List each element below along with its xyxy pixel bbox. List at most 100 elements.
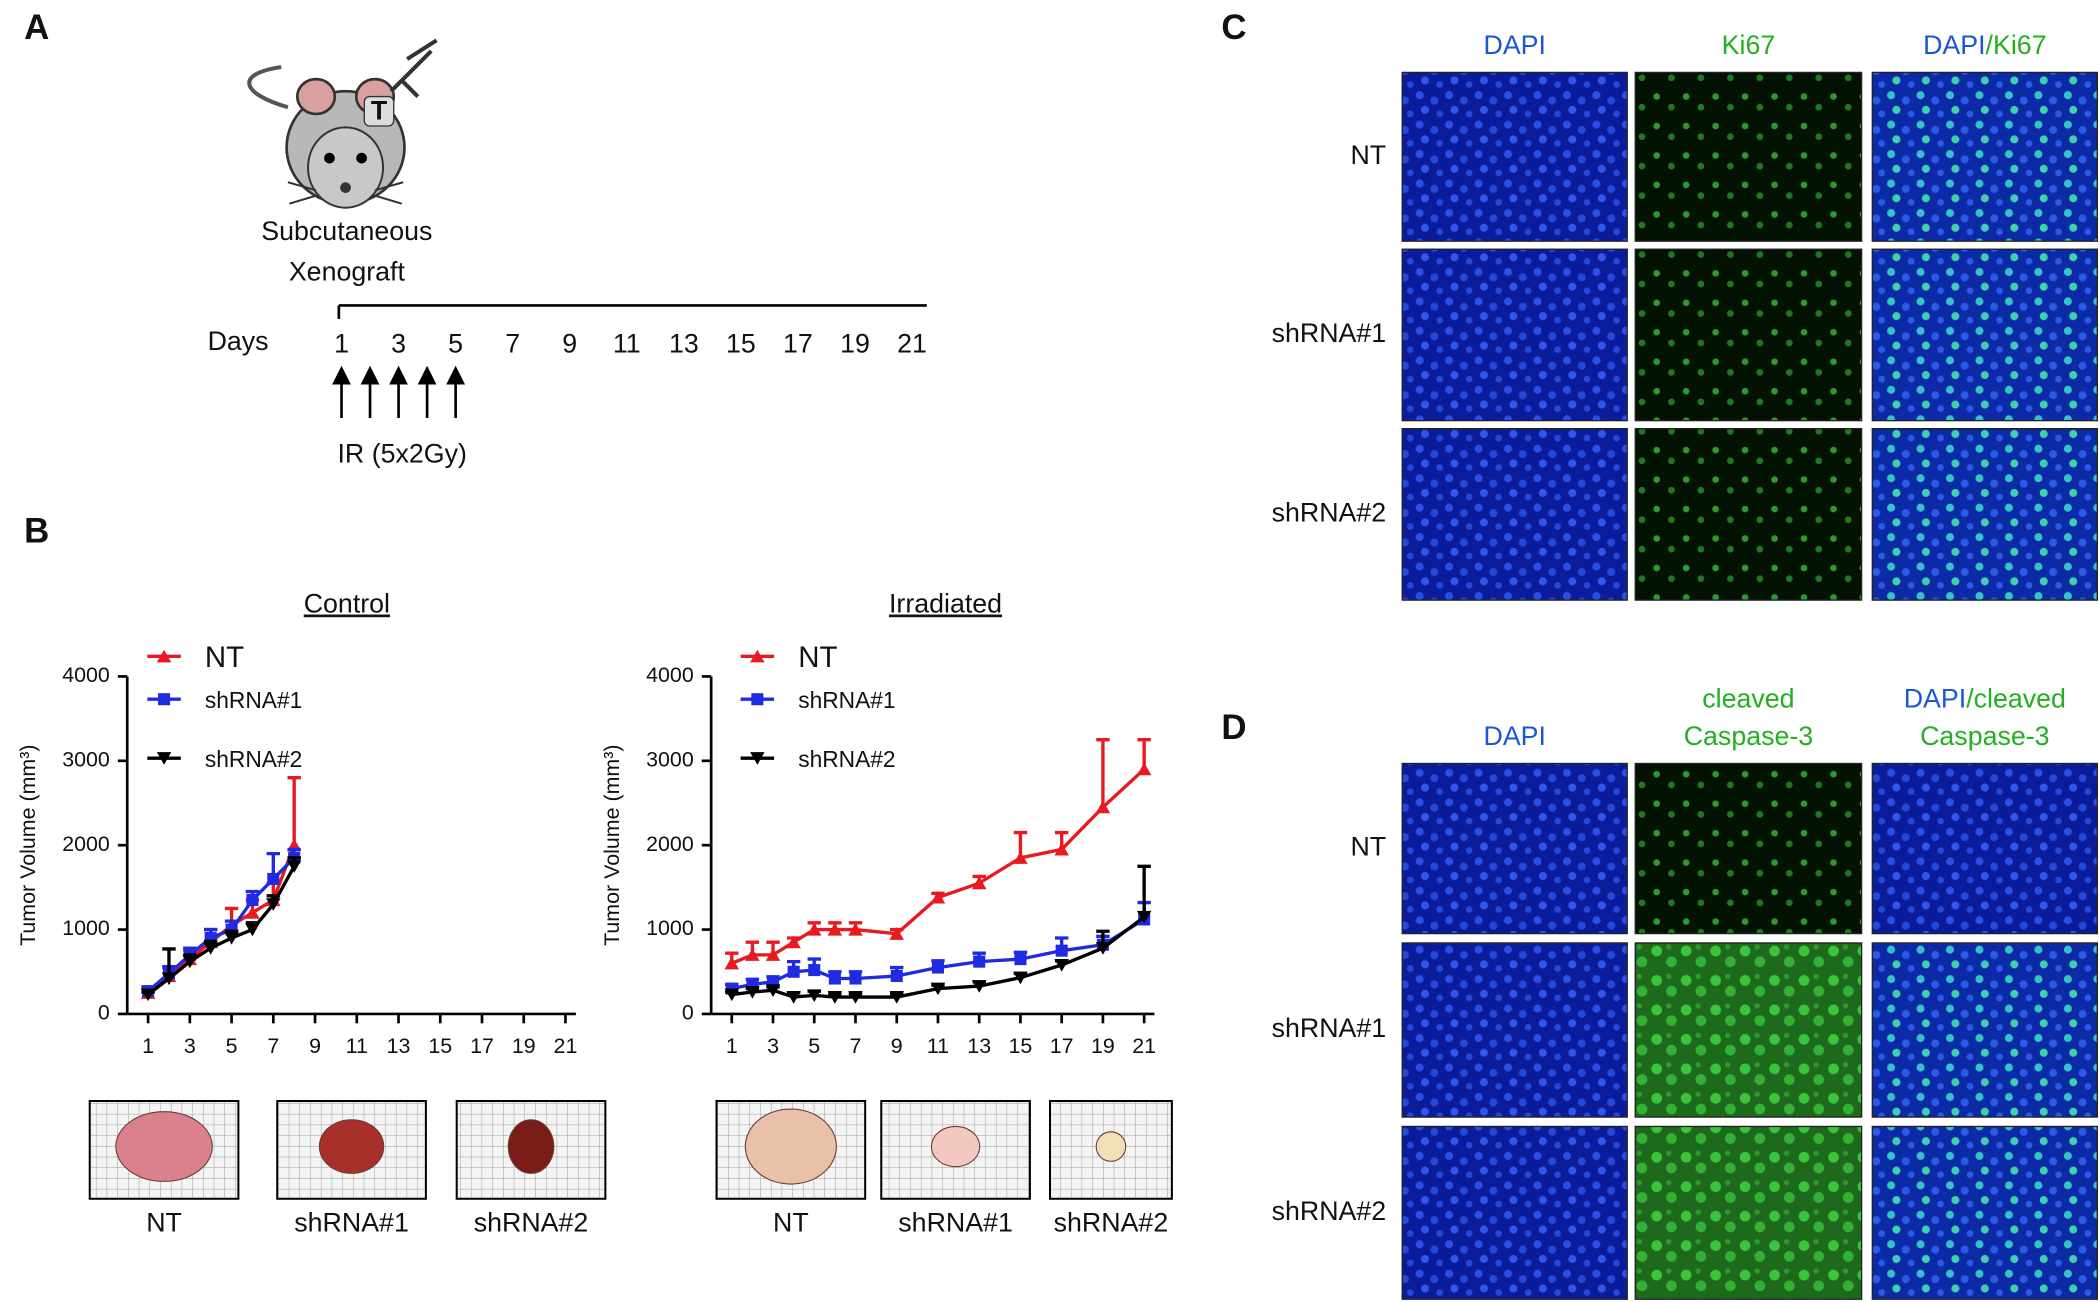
chart-title: Control [304, 589, 390, 619]
x-tick-label: 5 [808, 1034, 820, 1058]
day-label: 9 [562, 329, 577, 359]
data-point [889, 927, 904, 940]
chart-title: Irradiated [889, 589, 1002, 619]
error-bar [1096, 738, 1110, 808]
micrograph [1634, 942, 1863, 1118]
micrograph [1871, 762, 2098, 935]
data-point [745, 985, 760, 999]
micrograph [1634, 762, 1863, 935]
days-label: Days [208, 326, 269, 356]
micrograph [1871, 71, 2098, 242]
ir-label: IR (5x2Gy) [338, 439, 467, 469]
y-tick-label: 4000 [62, 663, 110, 687]
data-point [1095, 942, 1111, 955]
micrograph [1634, 428, 1863, 601]
row-label: NT [1350, 140, 1386, 170]
legend-marker [158, 693, 171, 706]
day-label: 3 [391, 329, 406, 359]
y-tick-label: 4000 [646, 663, 694, 687]
x-tick-label: 9 [891, 1034, 903, 1058]
x-tick-label: 15 [1009, 1034, 1033, 1058]
x-tick-label: 13 [387, 1034, 411, 1058]
column-header: DAPI [1483, 721, 1545, 751]
tumor [930, 1125, 981, 1168]
x-tick-label: 3 [184, 1034, 196, 1058]
mouse-illustration [247, 38, 438, 209]
legend-label: shRNA#1 [798, 687, 895, 713]
micrograph [1871, 1125, 2098, 1300]
header-part: DAPI [1904, 684, 1966, 714]
y-tick-label: 0 [682, 1001, 694, 1025]
data-point [807, 922, 822, 936]
x-tick-label: 17 [470, 1034, 494, 1058]
data-point [808, 964, 821, 977]
photo-label: shRNA#2 [1054, 1207, 1169, 1237]
legend-marker [751, 693, 764, 706]
data-point [930, 890, 946, 904]
micrograph [1401, 248, 1628, 422]
column-header: Ki67 [1722, 30, 1776, 60]
data-point [786, 935, 801, 949]
y-tick-label: 2000 [646, 832, 694, 856]
tumor [115, 1111, 213, 1182]
legend-marker [750, 649, 765, 663]
tumor [318, 1119, 385, 1174]
header-part: /cleaved [1966, 684, 2066, 714]
header-part: Caspase-3 [1920, 721, 2049, 751]
row-label: NT [1350, 832, 1386, 862]
day-label: 5 [448, 329, 463, 359]
x-tick-label: 15 [428, 1034, 452, 1058]
photo-label: shRNA#1 [898, 1207, 1013, 1237]
data-point [1136, 910, 1152, 924]
data-point [1054, 958, 1069, 972]
data-point [848, 991, 863, 1004]
column-header: Caspase-3 [1920, 721, 2049, 751]
data-point [827, 991, 843, 1004]
tumor-photo [276, 1099, 427, 1200]
micrograph [1401, 1125, 1628, 1300]
x-tick-label: 1 [142, 1034, 154, 1058]
y-tick-label: 1000 [62, 916, 110, 940]
data-point [1014, 953, 1027, 966]
header-part: DAPI [1483, 30, 1545, 60]
legend-marker [156, 752, 172, 765]
data-point [161, 972, 177, 986]
legend-label: NT [798, 641, 837, 674]
data-point [827, 922, 843, 936]
micrograph [1871, 248, 2098, 422]
data-point [787, 965, 800, 978]
error-bar [1137, 864, 1151, 917]
row-label: shRNA#2 [1272, 1196, 1387, 1226]
legend-marker [750, 752, 765, 765]
legend-label: shRNA#2 [205, 746, 302, 772]
data-point [1055, 944, 1068, 957]
error-bar [287, 776, 301, 846]
micrograph [1871, 942, 2098, 1118]
tumor [744, 1108, 837, 1185]
series-line [731, 918, 1146, 991]
micrograph [1634, 71, 1863, 242]
day-label: 1 [334, 329, 349, 359]
x-tick-label: 21 [554, 1034, 578, 1058]
x-tick-label: 11 [927, 1034, 949, 1058]
data-point [889, 991, 904, 1004]
micrograph [1634, 248, 1863, 422]
y-tick-label: 2000 [62, 832, 110, 856]
data-point [765, 948, 781, 961]
photo-label: shRNA#2 [474, 1207, 589, 1237]
x-tick-label: 19 [1091, 1034, 1115, 1058]
y-tick-label: 3000 [62, 747, 110, 771]
micrograph [1401, 71, 1628, 242]
mouse-tumor-label: T [371, 96, 388, 126]
legend-label: shRNA#2 [798, 746, 895, 772]
row-label: shRNA#1 [1272, 1013, 1387, 1043]
header-part: DAPI [1483, 721, 1545, 751]
panel-label: A [24, 8, 49, 47]
data-point [1095, 800, 1111, 814]
tumor [1095, 1131, 1127, 1162]
micrograph [1871, 428, 2098, 601]
data-point [930, 982, 946, 996]
data-point [286, 860, 302, 873]
data-point [971, 980, 987, 993]
x-tick-label: 7 [267, 1034, 279, 1058]
